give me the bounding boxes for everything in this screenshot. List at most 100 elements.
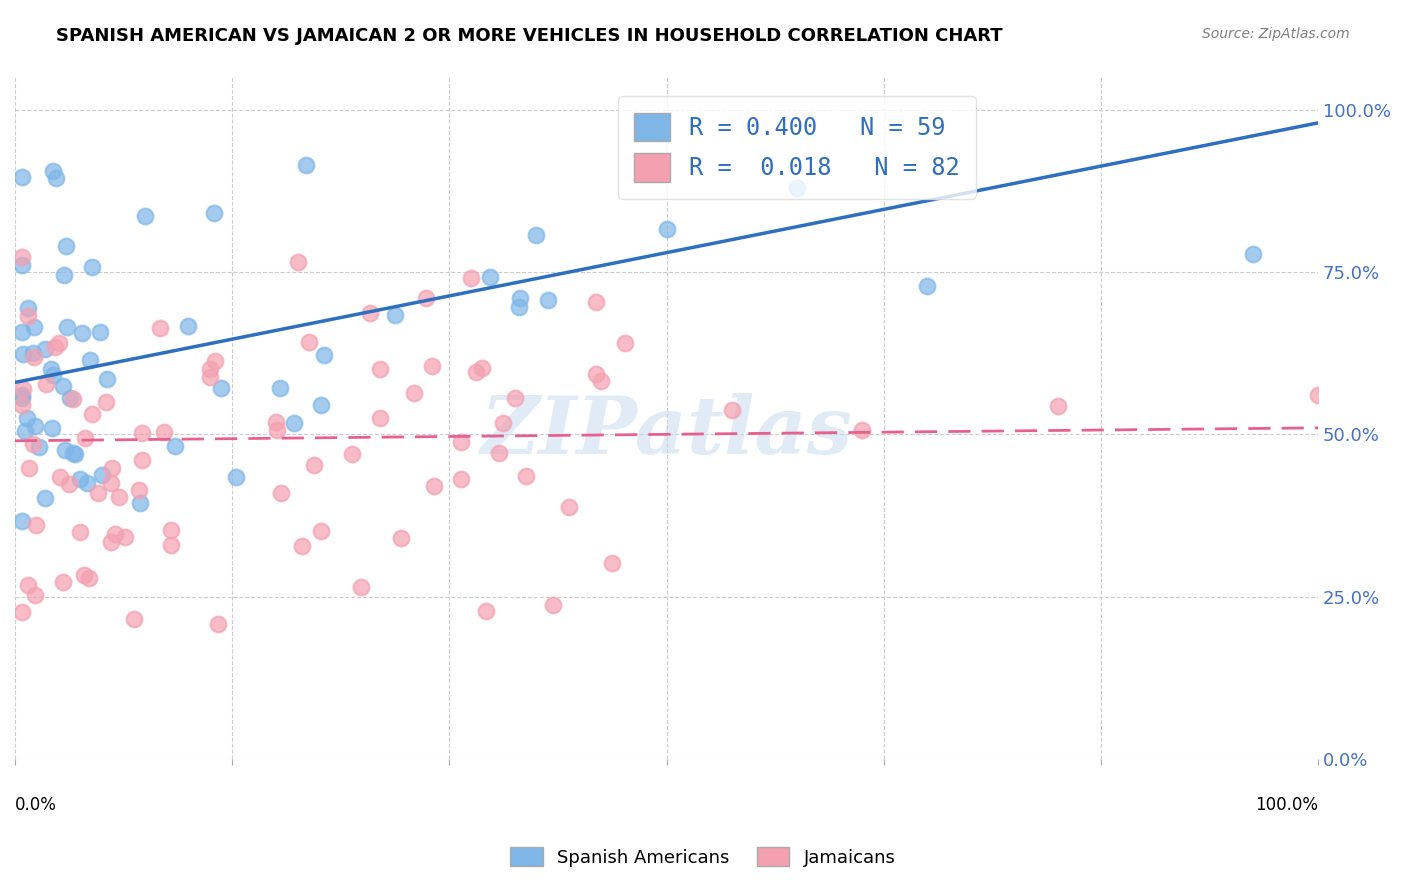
Point — [134, 209, 156, 223]
Point — [509, 291, 531, 305]
Point — [100, 476, 122, 491]
Point — [294, 158, 316, 172]
Point — [264, 415, 287, 429]
Point — [450, 472, 472, 486]
Point — [62, 392, 84, 406]
Point — [384, 308, 406, 322]
Point — [53, 268, 76, 282]
Point — [35, 377, 58, 392]
Point — [488, 446, 510, 460]
Point — [198, 370, 221, 384]
Point — [149, 320, 172, 334]
Point — [53, 442, 76, 457]
Point — [415, 291, 437, 305]
Point — [131, 426, 153, 441]
Point — [359, 306, 381, 320]
Point — [389, 531, 412, 545]
Point — [269, 381, 291, 395]
Point — [368, 362, 391, 376]
Point — [80, 407, 103, 421]
Point — [24, 418, 46, 433]
Point — [524, 227, 547, 242]
Point — [270, 486, 292, 500]
Point — [471, 360, 494, 375]
Point — [508, 300, 530, 314]
Point — [94, 395, 117, 409]
Point — [128, 496, 150, 510]
Point — [450, 435, 472, 450]
Text: Source: ZipAtlas.com: Source: ZipAtlas.com — [1202, 27, 1350, 41]
Point — [202, 205, 225, 219]
Point — [59, 391, 82, 405]
Point — [402, 386, 425, 401]
Point — [309, 399, 332, 413]
Point — [65, 447, 87, 461]
Point — [309, 524, 332, 538]
Point — [45, 170, 67, 185]
Point — [44, 341, 66, 355]
Point — [585, 367, 607, 381]
Legend: Spanish Americans, Jamaicans: Spanish Americans, Jamaicans — [503, 840, 903, 874]
Point — [41, 421, 63, 435]
Point — [287, 255, 309, 269]
Point — [266, 423, 288, 437]
Point — [225, 469, 247, 483]
Point — [80, 260, 103, 275]
Point — [128, 483, 150, 497]
Point — [24, 588, 46, 602]
Point — [464, 365, 486, 379]
Point — [96, 372, 118, 386]
Point — [48, 335, 70, 350]
Point — [72, 568, 94, 582]
Point — [368, 410, 391, 425]
Point — [10, 514, 32, 528]
Point — [79, 353, 101, 368]
Point — [114, 530, 136, 544]
Point — [298, 335, 321, 350]
Point — [152, 425, 174, 439]
Point — [131, 453, 153, 467]
Point — [1308, 388, 1330, 402]
Point — [91, 467, 114, 482]
Point — [503, 391, 526, 405]
Point — [52, 574, 75, 589]
Point — [70, 326, 93, 340]
Point — [108, 490, 131, 504]
Point — [52, 378, 75, 392]
Point — [159, 538, 181, 552]
Point — [49, 470, 72, 484]
Point — [420, 359, 443, 373]
Point — [15, 411, 38, 425]
Point — [291, 539, 314, 553]
Text: 100.0%: 100.0% — [1256, 797, 1319, 814]
Legend: R = 0.400   N = 59, R =  0.018   N = 82: R = 0.400 N = 59, R = 0.018 N = 82 — [617, 96, 976, 199]
Point — [89, 325, 111, 339]
Point — [21, 346, 44, 360]
Point — [17, 578, 39, 592]
Point — [69, 524, 91, 539]
Point — [73, 431, 96, 445]
Point — [17, 309, 39, 323]
Point — [77, 571, 100, 585]
Point — [655, 222, 678, 236]
Point — [423, 479, 446, 493]
Point — [350, 581, 373, 595]
Point — [76, 475, 98, 490]
Point — [177, 319, 200, 334]
Text: ZIPatlas: ZIPatlas — [481, 393, 852, 470]
Point — [122, 612, 145, 626]
Point — [1241, 247, 1264, 261]
Point — [101, 461, 124, 475]
Point — [10, 325, 32, 339]
Point — [56, 320, 79, 334]
Point — [541, 598, 564, 612]
Point — [614, 335, 637, 350]
Point — [1046, 400, 1069, 414]
Point — [55, 239, 77, 253]
Point — [11, 382, 34, 396]
Point — [515, 469, 537, 483]
Point — [39, 362, 62, 376]
Point — [69, 472, 91, 486]
Point — [851, 423, 873, 437]
Point — [537, 293, 560, 308]
